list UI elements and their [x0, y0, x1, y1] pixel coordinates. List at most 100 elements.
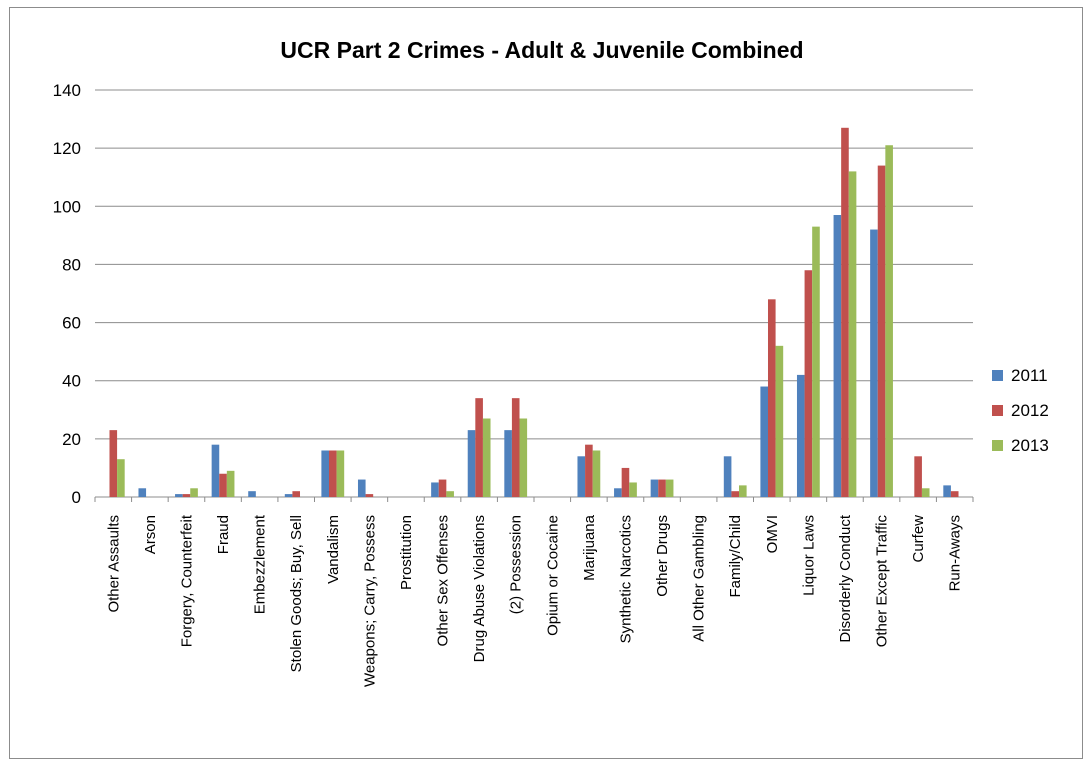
y-tick-label: 0: [72, 488, 81, 507]
x-tick-label: Run-Aways: [947, 515, 964, 591]
legend-swatch-2013: [992, 440, 1003, 451]
bar-2013-15: [665, 479, 674, 497]
bar-2012-17: [731, 491, 740, 497]
x-tick-label: Other Sex Offenses: [435, 515, 452, 646]
bar-2011-4: [248, 491, 256, 497]
bar-2013-11: [519, 418, 528, 497]
bar-2011-1: [138, 488, 147, 497]
bar-2012-14: [621, 467, 630, 497]
x-tick-label: Drug Abuse Violations: [471, 515, 488, 662]
bar-2011-11: [504, 430, 512, 497]
bar-2013-18: [775, 345, 784, 497]
bar-2012-15: [658, 479, 666, 497]
bar-2011-20: [833, 215, 842, 497]
bars: [109, 127, 959, 498]
x-tick-label: Prostitution: [398, 515, 415, 590]
x-axis-labels: Other Assaults Arson Forgery, Counterfeit F…: [105, 514, 963, 687]
bar-2011-23: [943, 485, 951, 497]
bar-2013-17: [739, 485, 747, 497]
bar-2011-19: [796, 374, 805, 497]
bar-2013-6: [336, 450, 345, 497]
x-tick-label: Liquor Laws: [800, 515, 817, 596]
x-tick-label: Vandalism: [325, 515, 342, 584]
y-tick-label: 100: [53, 197, 81, 216]
bar-2012-22: [914, 456, 922, 497]
bar-2011-13: [577, 456, 586, 497]
bar-2013-14: [629, 482, 637, 497]
x-tick-label: Other Drugs: [654, 515, 671, 597]
bar-2011-18: [760, 386, 768, 497]
y-tick-label: 40: [62, 372, 81, 391]
legend-label-2013: 2013: [1011, 436, 1049, 455]
bar-2012-9: [438, 479, 447, 497]
x-tick-label: Weapons; Carry, Possess: [361, 515, 378, 687]
x-tick-label: Family/Child: [727, 515, 744, 598]
x-tick-label: Opium or Cocaine: [544, 515, 561, 636]
chart-title: UCR Part 2 Crimes - Adult & Juvenile Com…: [280, 37, 803, 63]
bar-2012-13: [585, 444, 593, 497]
x-tick-label: OMVI: [764, 515, 781, 553]
x-tick-label: Arson: [142, 515, 159, 554]
x-tick-label: Synthetic Narcotics: [617, 515, 634, 643]
bar-2013-0: [117, 459, 125, 497]
chart-area: UCR Part 2 Crimes - Adult & Juvenile Com…: [9, 7, 1083, 759]
bar-2013-20: [848, 171, 857, 497]
bar-2012-23: [950, 491, 959, 497]
bar-2013-21: [885, 145, 893, 497]
bar-2013-13: [592, 450, 601, 497]
y-tick-label: 60: [62, 314, 81, 333]
bar-2011-5: [284, 494, 293, 497]
legend-label-2011: 2011: [1011, 366, 1048, 385]
y-tick-label: 20: [62, 430, 81, 449]
bar-2013-19: [812, 226, 820, 497]
bar-chart: UCR Part 2 Crimes - Adult & Juvenile Com…: [53, 37, 1049, 687]
bar-2013-3: [226, 470, 235, 497]
legend-label-2012: 2012: [1011, 401, 1049, 420]
bar-2012-18: [767, 299, 776, 497]
bar-2013-22: [921, 488, 930, 497]
x-tick-label: Fraud: [215, 515, 232, 554]
bar-2011-2: [175, 494, 183, 497]
x-tick-label: (2) Possession: [508, 515, 525, 614]
bar-2012-21: [877, 165, 886, 498]
bar-2011-7: [357, 479, 366, 497]
x-tick-label: Marijuana: [581, 514, 598, 581]
bar-2011-9: [431, 482, 439, 497]
bar-2012-6: [328, 450, 337, 497]
bar-2011-10: [467, 430, 476, 497]
bar-2012-5: [292, 491, 301, 497]
bar-2011-17: [723, 456, 732, 497]
x-tick-label: Other Assaults: [105, 515, 122, 613]
gridlines: [94, 89, 974, 502]
legend-swatch-2011: [992, 370, 1003, 381]
bar-2011-21: [870, 229, 878, 498]
legend-swatch-2012: [992, 405, 1003, 416]
bar-2013-9: [446, 491, 454, 497]
y-tick-label: 80: [62, 255, 81, 274]
y-tick-label: 120: [53, 139, 81, 158]
legend: 2011 2012 2013: [992, 366, 1049, 455]
bar-2013-10: [482, 418, 491, 497]
x-tick-label: Forgery, Counterfeit: [178, 514, 195, 647]
x-tick-label: Curfew: [910, 515, 927, 563]
bar-2012-10: [475, 398, 483, 497]
bar-2012-11: [511, 398, 520, 497]
x-tick-label: Other Except Traffic: [874, 515, 891, 648]
bar-2013-2: [190, 488, 198, 497]
bar-2012-2: [182, 494, 191, 497]
bar-2012-3: [219, 473, 227, 497]
x-tick-label: Embezzlement: [252, 514, 269, 614]
bar-2011-6: [321, 450, 329, 497]
y-axis-ticks: 0 20 40 60 80 100 120 140: [53, 81, 81, 507]
x-tick-label: Disorderly Conduct: [837, 514, 854, 642]
bar-2012-7: [365, 494, 374, 497]
x-tick-label: Stolen Goods; Buy, Sell: [288, 515, 305, 672]
bar-2012-20: [841, 127, 849, 498]
bar-2011-14: [614, 488, 622, 497]
bar-2012-0: [109, 430, 118, 497]
bar-2011-3: [211, 444, 220, 497]
bar-2012-19: [804, 270, 813, 497]
bar-2011-15: [650, 479, 659, 497]
y-tick-label: 140: [53, 81, 81, 100]
x-tick-label: All Other Gambling: [691, 515, 708, 642]
